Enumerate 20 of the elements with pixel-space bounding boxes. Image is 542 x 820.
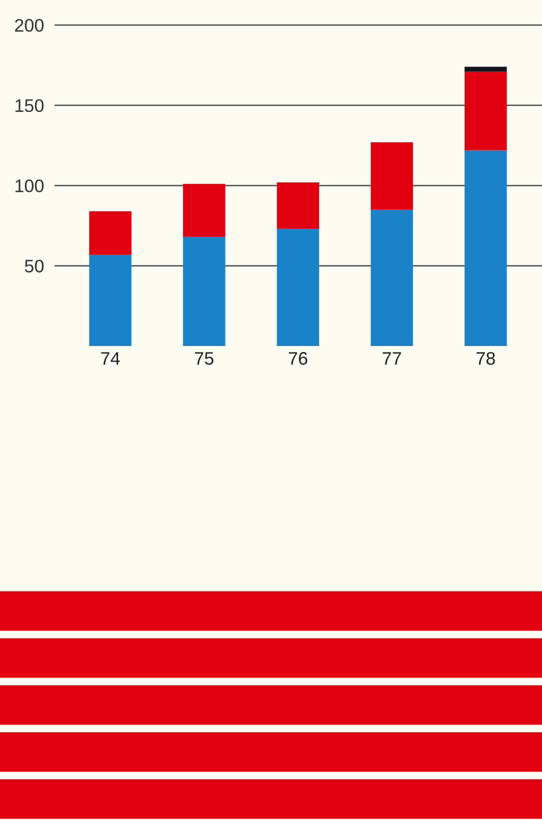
x-tick-label: 76 — [288, 352, 308, 365]
y-tick-label: 50 — [24, 260, 44, 272]
bar — [276, 182, 320, 229]
bar — [370, 142, 413, 210]
bar — [464, 150, 507, 346]
x-tick-label: 74 — [101, 352, 120, 365]
bar — [183, 184, 226, 237]
bar — [276, 228, 320, 346]
bar — [370, 210, 413, 346]
x-tick-label: 77 — [382, 352, 401, 365]
y-tick-label: 150 — [16, 99, 44, 112]
bar — [89, 254, 132, 346]
bar — [183, 236, 226, 346]
bar — [464, 66, 507, 72]
bar — [89, 211, 132, 255]
x-tick-label: 75 — [195, 352, 214, 365]
bar — [464, 72, 507, 150]
x-tick-label: 78 — [476, 352, 495, 365]
y-tick-label: 100 — [16, 179, 44, 192]
y-tick-label: 200 — [15, 18, 44, 32]
